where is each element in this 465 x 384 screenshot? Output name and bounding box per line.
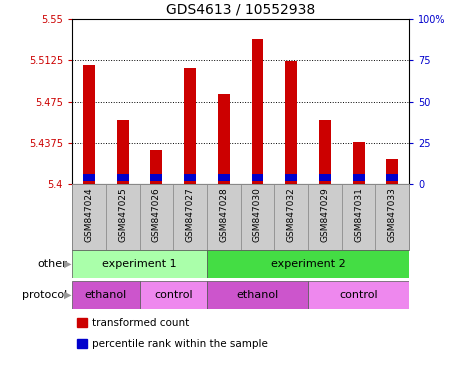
Bar: [286, 61, 297, 184]
Bar: [353, 174, 365, 181]
Text: GSM847024: GSM847024: [85, 188, 93, 242]
Bar: [274, 184, 308, 250]
Bar: [207, 184, 241, 250]
Title: GDS4613 / 10552938: GDS4613 / 10552938: [166, 3, 315, 17]
Text: control: control: [154, 290, 193, 300]
Text: GSM847033: GSM847033: [388, 188, 397, 242]
Bar: [72, 281, 140, 309]
Bar: [140, 184, 173, 250]
Text: GSM847032: GSM847032: [287, 188, 296, 242]
Text: other: other: [38, 259, 67, 269]
Bar: [140, 281, 207, 309]
Bar: [308, 184, 342, 250]
Bar: [151, 174, 162, 181]
Bar: [376, 184, 409, 250]
Text: experiment 1: experiment 1: [102, 259, 177, 269]
Bar: [308, 281, 409, 309]
Text: experiment 2: experiment 2: [271, 259, 345, 269]
Bar: [386, 174, 398, 181]
Bar: [319, 174, 331, 181]
Text: ethanol: ethanol: [85, 290, 127, 300]
Bar: [72, 250, 207, 278]
Text: ethanol: ethanol: [236, 290, 279, 300]
Bar: [353, 142, 365, 184]
Text: GSM847029: GSM847029: [320, 188, 329, 242]
Text: percentile rank within the sample: percentile rank within the sample: [92, 339, 267, 349]
Text: protocol: protocol: [22, 290, 67, 300]
Bar: [106, 184, 140, 250]
Text: GSM847030: GSM847030: [253, 188, 262, 242]
Bar: [117, 121, 128, 184]
Text: ▶: ▶: [64, 259, 71, 269]
Text: control: control: [339, 290, 378, 300]
Bar: [386, 159, 398, 184]
Bar: [173, 184, 207, 250]
Bar: [83, 65, 95, 184]
Bar: [207, 250, 409, 278]
Text: GSM847028: GSM847028: [219, 188, 228, 242]
Text: GSM847031: GSM847031: [354, 188, 363, 242]
Text: GSM847027: GSM847027: [186, 188, 194, 242]
Bar: [342, 184, 376, 250]
Bar: [252, 39, 263, 184]
Bar: [184, 68, 196, 184]
Bar: [207, 281, 308, 309]
Bar: [319, 121, 331, 184]
Bar: [241, 184, 274, 250]
Text: transformed count: transformed count: [92, 318, 189, 328]
Bar: [151, 150, 162, 184]
Bar: [218, 94, 230, 184]
Bar: [218, 174, 230, 181]
Text: GSM847026: GSM847026: [152, 188, 161, 242]
Text: GSM847025: GSM847025: [118, 188, 127, 242]
Bar: [117, 174, 128, 181]
Bar: [83, 174, 95, 181]
Bar: [252, 174, 263, 181]
Bar: [286, 174, 297, 181]
Bar: [184, 174, 196, 181]
Bar: [72, 184, 106, 250]
Text: ▶: ▶: [64, 290, 71, 300]
